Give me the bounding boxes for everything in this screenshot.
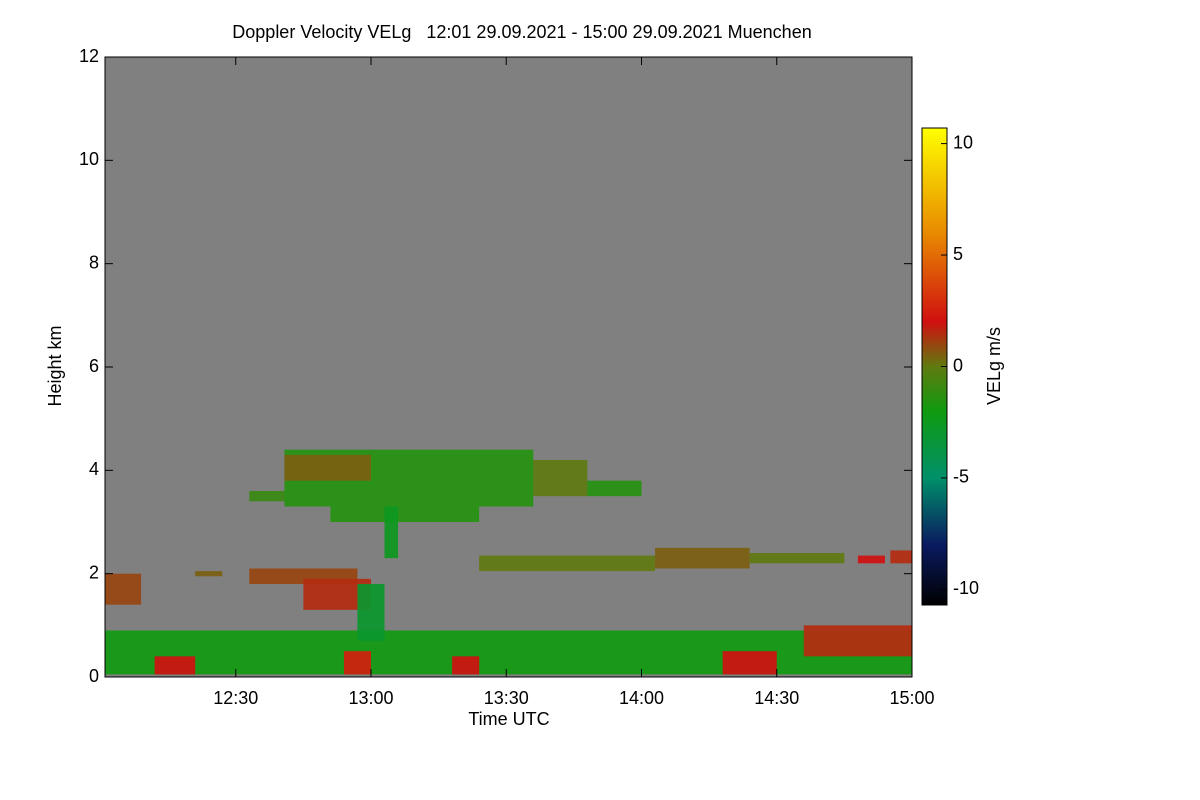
echo-cell xyxy=(890,550,912,564)
echo-cell xyxy=(533,460,588,497)
echo-cell xyxy=(803,625,912,657)
echo-cell xyxy=(452,656,480,675)
x-tick-label: 14:30 xyxy=(754,688,799,708)
echo-cell xyxy=(330,506,480,522)
colorbar-label: VELg m/s xyxy=(984,327,1004,405)
x-axis-label: Time UTC xyxy=(468,709,549,729)
colorbar-tick-label: 10 xyxy=(953,132,973,152)
echo-cell xyxy=(722,651,777,675)
x-tick-label: 14:00 xyxy=(619,688,664,708)
y-axis-label: Height km xyxy=(45,325,65,406)
echo-cell xyxy=(249,491,285,502)
chart-title: Doppler Velocity VELg 12:01 29.09.2021 -… xyxy=(232,22,811,42)
x-tick-label: 15:00 xyxy=(889,688,934,708)
colorbar-tick-label: -5 xyxy=(953,467,969,487)
echo-cell xyxy=(284,454,371,481)
colorbar-tick-label: -10 xyxy=(953,578,979,598)
y-tick-label: 12 xyxy=(79,46,99,66)
x-tick-label: 13:30 xyxy=(484,688,529,708)
echo-cell xyxy=(343,651,371,675)
y-tick-label: 0 xyxy=(89,666,99,686)
y-tick-label: 8 xyxy=(89,252,99,272)
echo-cell xyxy=(587,480,642,497)
echo-cell xyxy=(357,584,385,641)
echo-cell xyxy=(154,656,196,675)
y-tick-label: 6 xyxy=(89,356,99,376)
echo-cell xyxy=(195,571,223,577)
echo-cell xyxy=(749,553,845,564)
x-tick-label: 13:00 xyxy=(348,688,393,708)
echo-cell xyxy=(105,573,142,605)
y-tick-label: 10 xyxy=(79,149,99,169)
x-tick-label: 12:30 xyxy=(213,688,258,708)
colorbar-tick-label: 5 xyxy=(953,244,963,264)
echo-cell xyxy=(384,506,399,559)
echo-cell xyxy=(857,555,885,564)
y-tick-label: 4 xyxy=(89,459,99,479)
colorbar-tick-label: 0 xyxy=(953,355,963,375)
plot-background xyxy=(105,57,912,677)
y-tick-label: 2 xyxy=(89,562,99,582)
echo-cell xyxy=(655,547,750,569)
echo-cell xyxy=(479,555,656,572)
echo-cell xyxy=(105,630,912,675)
